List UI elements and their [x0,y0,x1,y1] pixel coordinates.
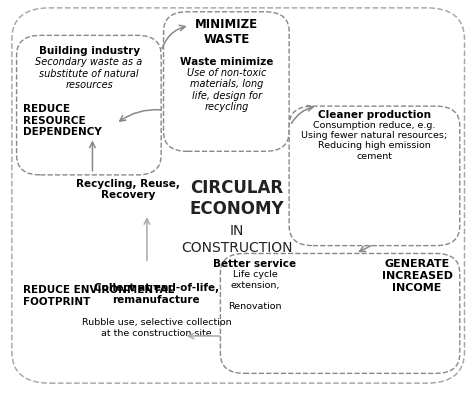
Text: GENERATE
INCREASED
INCOME: GENERATE INCREASED INCOME [382,259,453,292]
FancyBboxPatch shape [17,35,161,175]
Text: Collect at end-of-life,
remanufacture: Collect at end-of-life, remanufacture [94,283,219,305]
Text: Cleaner production: Cleaner production [318,110,431,120]
Text: Consumption reduce, e.g.
Using fewer natural resources;
Reducing high emission
c: Consumption reduce, e.g. Using fewer nat… [301,121,447,161]
Text: Recycling, Reuse,
Recovery: Recycling, Reuse, Recovery [76,179,180,200]
Text: Use of non-toxic
materials, long
life, design for
recycling: Use of non-toxic materials, long life, d… [187,68,266,112]
FancyBboxPatch shape [12,8,465,383]
Text: Better service: Better service [213,259,297,269]
FancyBboxPatch shape [289,106,460,246]
Text: MINIMIZE
WASTE: MINIMIZE WASTE [195,18,258,46]
Text: REDUCE ENVIRONMENTAL
FOOTPRINT: REDUCE ENVIRONMENTAL FOOTPRINT [23,285,174,307]
Text: CONSTRUCTION: CONSTRUCTION [181,241,293,255]
Text: Building industry: Building industry [38,46,140,56]
Text: IN: IN [230,224,244,238]
Text: Life cycle
extension,

Renovation: Life cycle extension, Renovation [228,270,282,310]
Text: REDUCE
RESOURCE
DEPENDENCY: REDUCE RESOURCE DEPENDENCY [23,104,101,137]
Text: Rubble use, selective collection
at the construction site: Rubble use, selective collection at the … [82,318,231,338]
Text: Secondary waste as a
substitute of natural
resources: Secondary waste as a substitute of natur… [36,57,143,90]
Text: Waste minimize: Waste minimize [180,57,273,67]
FancyBboxPatch shape [164,12,289,151]
FancyBboxPatch shape [220,253,460,373]
Text: CIRCULAR
ECONOMY: CIRCULAR ECONOMY [190,179,284,218]
